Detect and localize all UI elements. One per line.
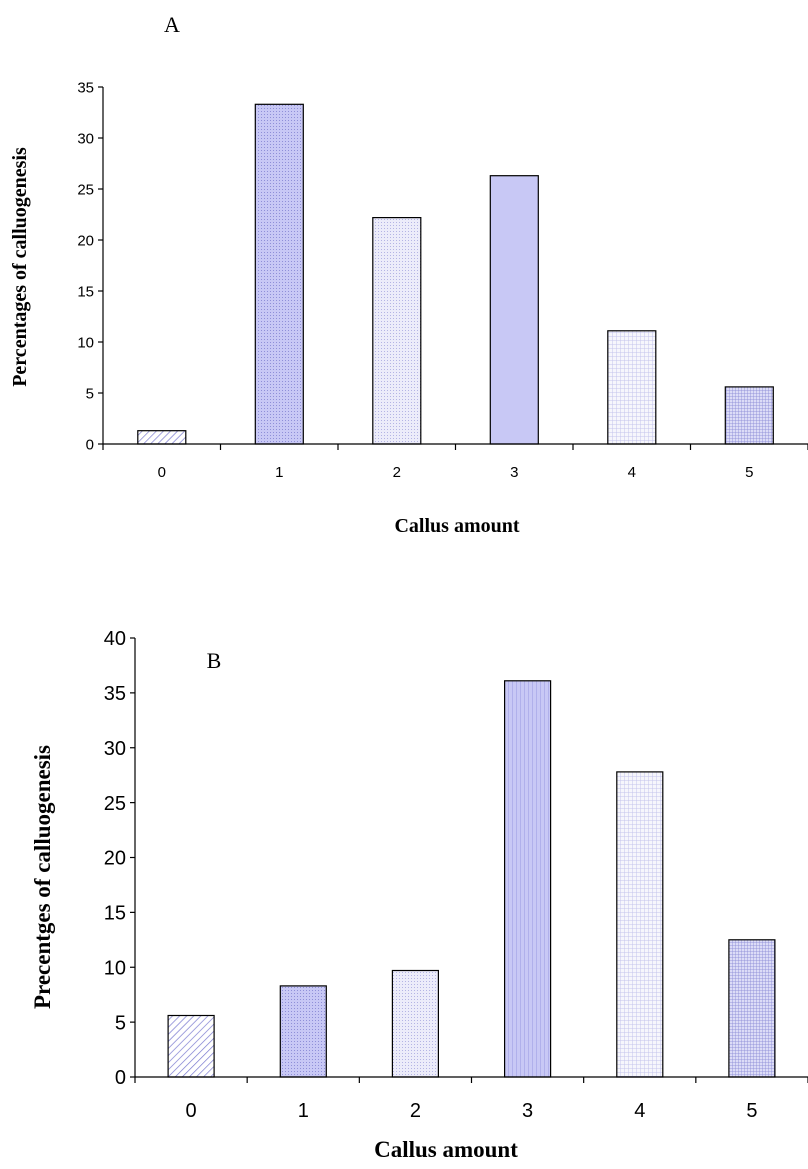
y-tick-label: 40: [104, 628, 126, 650]
x-tick-label: 4: [634, 1100, 645, 1122]
bar-1: [279, 985, 327, 1078]
bars-group-a: [137, 103, 774, 445]
x-tick-label: 3: [522, 1100, 533, 1122]
axes-group-a: 0 5 10 15 20 25 30 35 0 1 2 3 4 5: [77, 79, 808, 481]
bar-5: [724, 386, 774, 445]
x-axis-label-a: Callus amount: [394, 515, 519, 537]
bar-4: [616, 771, 664, 1078]
bar-0: [137, 430, 187, 445]
bar-4: [607, 330, 657, 445]
y-tick-label: 30: [104, 738, 126, 760]
y-tick-label: 20: [77, 232, 94, 249]
axes-group-b: 0 5 10 15 20 25 30 35 40 0 1 2 3 4 5: [104, 628, 808, 1122]
x-tick-label: 0: [186, 1100, 197, 1122]
y-tick-label: 0: [86, 436, 94, 453]
bar-3: [504, 680, 552, 1078]
y-tick-label: 35: [77, 79, 94, 96]
y-tick-label: 20: [104, 848, 126, 870]
y-tick-label: 5: [115, 1012, 126, 1034]
y-tick-label: 25: [104, 793, 126, 815]
chart-panel-b: B Precentges of calluogenesis Callus amo…: [30, 628, 808, 1162]
panel-label-b: B: [207, 648, 222, 673]
bar-3: [489, 175, 539, 445]
y-tick-label: 35: [104, 683, 126, 705]
y-tick-label: 5: [86, 385, 94, 402]
y-axis-label-b: Precentges of calluogenesis: [30, 745, 55, 1009]
y-tick-label: 0: [115, 1067, 126, 1089]
y-tick-label: 30: [77, 130, 94, 147]
x-tick-label: 5: [746, 1100, 757, 1122]
bars-group-b: [167, 680, 776, 1078]
x-tick-label: 2: [393, 464, 401, 481]
x-tick-label: 1: [275, 464, 283, 481]
panel-label-a: A: [164, 12, 180, 37]
x-tick-label: 5: [745, 464, 753, 481]
bar-2: [391, 969, 439, 1078]
x-tick-label: 1: [298, 1100, 309, 1122]
chart-panel-a: A Percentages of calluogenesis Callus am…: [9, 12, 808, 537]
y-axis-label-a: Percentages of calluogenesis: [9, 147, 31, 387]
y-tick-label: 10: [77, 334, 94, 351]
x-tick-label: 2: [410, 1100, 421, 1122]
x-axis-label-b: Callus amount: [374, 1137, 518, 1162]
x-tick-label: 3: [510, 464, 518, 481]
y-tick-label: 25: [77, 181, 94, 198]
bar-1: [254, 103, 304, 445]
x-tick-label: 4: [628, 464, 636, 481]
y-tick-label: 15: [77, 283, 94, 300]
x-tick-label: 0: [158, 464, 166, 481]
bar-5: [728, 939, 776, 1078]
y-tick-label: 15: [104, 903, 126, 925]
bar-2: [372, 217, 422, 445]
y-tick-label: 10: [104, 957, 126, 979]
bar-0: [167, 1014, 215, 1078]
